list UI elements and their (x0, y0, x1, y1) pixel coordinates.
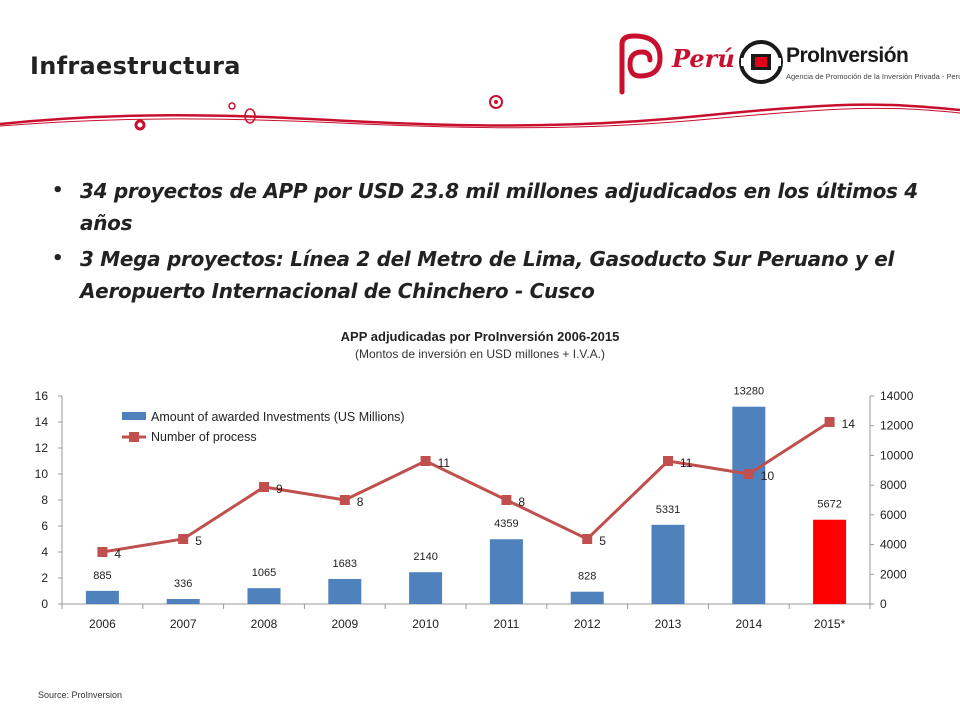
right-axis-tick-label: 8000 (880, 478, 907, 492)
process-line (102, 420, 831, 554)
line-data-label: 11 (438, 456, 451, 470)
line-data-label: 8 (518, 495, 525, 509)
decorative-wave (0, 95, 960, 131)
bar (570, 591, 604, 604)
bar (732, 406, 766, 604)
left-axis-tick-label: 2 (41, 571, 48, 585)
chart-title: APP adjudicadas por ProInversión 2006-20… (340, 329, 620, 344)
left-axis-tick-label: 6 (41, 519, 48, 533)
line-data-label: 8 (357, 495, 364, 509)
legend-label-bars: Amount of awarded Investments (US Millio… (151, 410, 405, 424)
proinversion-tagline: Agencia de Promoción de la Inversión Pri… (786, 72, 960, 81)
legend-label-line: Number of process (151, 430, 257, 444)
x-axis-tick-label: 2012 (574, 617, 601, 631)
bar-data-label: 828 (578, 571, 596, 583)
bar-data-label: 1683 (333, 558, 357, 570)
line-point (824, 417, 835, 427)
right-axis-tick-label: 14000 (880, 389, 914, 403)
right-axis-tick-label: 2000 (880, 567, 907, 581)
line-point (178, 534, 189, 544)
bar-data-label: 336 (174, 578, 192, 590)
bullet-list: 34 proyectos de APP por USD 23.8 mil mil… (52, 175, 932, 311)
bar (85, 590, 119, 604)
bar-data-label: 13280 (734, 386, 765, 398)
right-axis-tick-label: 12000 (880, 419, 914, 433)
bar-data-label: 4359 (494, 518, 518, 530)
x-axis-tick-label: 2006 (89, 617, 116, 631)
x-axis-tick-label: 2011 (493, 617, 519, 631)
source-note: Source: ProInversion (38, 690, 123, 700)
x-axis-tick-label: 2013 (655, 617, 682, 631)
legend-swatch-bars (122, 412, 146, 420)
bar-data-label: 885 (93, 570, 111, 582)
right-axis-tick-label: 4000 (880, 538, 907, 552)
line-point (339, 495, 350, 505)
right-axis-tick-label: 0 (880, 597, 887, 611)
left-axis-tick-label: 10 (35, 467, 49, 481)
bar (328, 578, 362, 604)
left-axis-tick-label: 4 (41, 545, 48, 559)
peru-logo-text: Perú (672, 44, 735, 73)
bar (813, 519, 847, 604)
chart-subtitle: (Montos de inversión en USD millones + I… (354, 347, 605, 361)
left-axis-tick-label: 8 (41, 493, 48, 507)
line-data-label: 10 (761, 469, 775, 483)
left-axis-tick-label: 12 (35, 441, 49, 455)
x-axis-tick-label: 2007 (170, 617, 197, 631)
bar (166, 599, 200, 604)
proinversion-logo-icon (739, 40, 783, 84)
investment-chart: 0 2 4 6 8 10 12 14 16 0 2000 4000 6000 8000 10000 12000… (35, 386, 914, 631)
bar (409, 572, 443, 604)
line-data-label: 5 (599, 534, 606, 548)
bullet-item: 34 proyectos de APP por USD 23.8 mil mil… (52, 175, 932, 239)
bar-data-label: 5672 (817, 499, 841, 511)
bullet-item: 3 Mega proyectos: Línea 2 del Metro de L… (52, 243, 932, 307)
line-data-label: 9 (276, 482, 283, 496)
bar (489, 539, 523, 604)
line-point (259, 482, 269, 492)
bar-data-label: 5331 (656, 504, 680, 516)
right-axis-tick-label: 10000 (880, 448, 914, 462)
line-data-label: 14 (842, 417, 856, 431)
x-axis-tick-label: 2014 (735, 617, 762, 631)
peru-logo-icon (619, 33, 663, 95)
page-title: Infraestructura (30, 52, 241, 80)
legend-swatch-marker (129, 432, 139, 442)
line-point (743, 469, 754, 479)
line-point (97, 547, 108, 557)
x-axis-tick-label: 2010 (412, 617, 439, 631)
line-data-label: 5 (195, 534, 202, 548)
line-data-label: 4 (114, 547, 121, 561)
left-axis-tick-label: 14 (35, 415, 49, 429)
x-axis-tick-label: 2015* (814, 617, 846, 631)
x-axis-tick-label: 2009 (331, 617, 358, 631)
x-axis-tick-label: 2008 (251, 617, 278, 631)
proinversion-name: ProInversión (786, 44, 909, 67)
line-point (501, 495, 512, 505)
bar-data-label: 2140 (413, 551, 437, 563)
bar (247, 588, 281, 604)
line-point (663, 456, 673, 466)
left-axis-tick-label: 16 (35, 389, 49, 403)
line-point (582, 534, 593, 544)
bar (651, 524, 685, 604)
line-point (420, 456, 431, 466)
right-axis-tick-label: 6000 (880, 508, 907, 522)
left-axis-tick-label: 0 (41, 597, 48, 611)
bar-data-label: 1065 (252, 567, 276, 579)
line-data-label: 11 (680, 456, 693, 470)
